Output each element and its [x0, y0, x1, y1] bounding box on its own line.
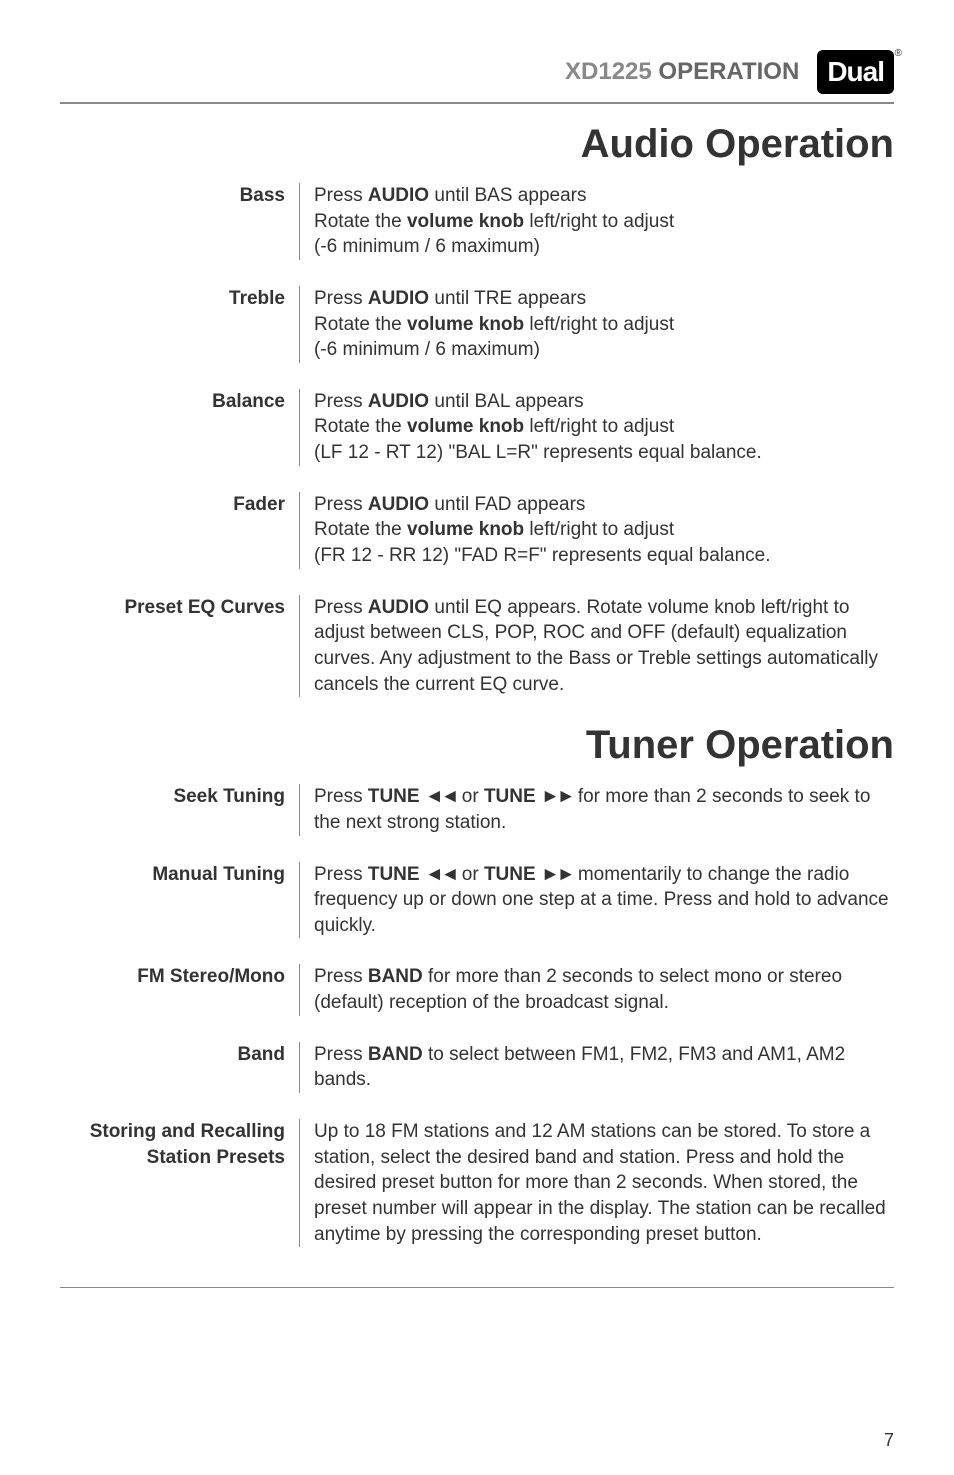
header-text: XD1225 OPERATION [565, 58, 799, 86]
content-row: BalancePress AUDIO until BAL appearsRota… [60, 389, 894, 466]
section-title-audio: Audio Operation [60, 122, 894, 167]
row-description: Press AUDIO until TRE appearsRotate the … [300, 286, 894, 363]
content-row: Storing and Recalling Station PresetsUp … [60, 1119, 894, 1247]
page-number: 7 [884, 1430, 894, 1451]
row-label: Seek Tuning [60, 784, 300, 835]
row-label: Treble [60, 286, 300, 363]
tuner-rows: Seek TuningPress TUNE ◄◄ or TUNE ►► for … [60, 784, 894, 1247]
row-label: Fader [60, 492, 300, 569]
row-label: FM Stereo/Mono [60, 964, 300, 1015]
audio-rows: BassPress AUDIO until BAS appearsRotate … [60, 183, 894, 697]
content-row: Manual TuningPress TUNE ◄◄ or TUNE ►► mo… [60, 862, 894, 939]
row-description: Press TUNE ◄◄ or TUNE ►► momentarily to … [300, 862, 894, 939]
row-description: Press AUDIO until BAS appearsRotate the … [300, 183, 894, 260]
row-description: Press AUDIO until BAL appearsRotate the … [300, 389, 894, 466]
content-row: TreblePress AUDIO until TRE appearsRotat… [60, 286, 894, 363]
row-label: Band [60, 1042, 300, 1093]
row-description: Up to 18 FM stations and 12 AM stations … [300, 1119, 894, 1247]
row-label: Balance [60, 389, 300, 466]
logo-text: Dual [827, 56, 884, 87]
brand-logo: Dual ® [817, 50, 894, 94]
row-description: Press AUDIO until EQ appears. Rotate vol… [300, 595, 894, 698]
row-label: Storing and Recalling Station Presets [60, 1119, 300, 1247]
row-label: Preset EQ Curves [60, 595, 300, 698]
page-container: XD1225 OPERATION Dual ® Audio Operation … [0, 0, 954, 1475]
header-row: XD1225 OPERATION Dual ® [60, 50, 894, 94]
row-description: Press BAND for more than 2 seconds to se… [300, 964, 894, 1015]
row-description: Press TUNE ◄◄ or TUNE ►► for more than 2… [300, 784, 894, 835]
row-label: Bass [60, 183, 300, 260]
content-row: BassPress AUDIO until BAS appearsRotate … [60, 183, 894, 260]
model-number: XD1225 [565, 58, 652, 85]
operation-label: OPERATION [658, 58, 799, 85]
content-row: Seek TuningPress TUNE ◄◄ or TUNE ►► for … [60, 784, 894, 835]
header-divider [60, 102, 894, 104]
registered-mark: ® [895, 48, 902, 59]
content-row: FM Stereo/MonoPress BAND for more than 2… [60, 964, 894, 1015]
section-title-tuner: Tuner Operation [60, 723, 894, 768]
row-description: Press BAND to select between FM1, FM2, F… [300, 1042, 894, 1093]
row-label: Manual Tuning [60, 862, 300, 939]
content-row: Preset EQ CurvesPress AUDIO until EQ app… [60, 595, 894, 698]
content-row: FaderPress AUDIO until FAD appearsRotate… [60, 492, 894, 569]
row-description: Press AUDIO until FAD appearsRotate the … [300, 492, 894, 569]
content-row: BandPress BAND to select between FM1, FM… [60, 1042, 894, 1093]
footer-divider [60, 1287, 894, 1288]
